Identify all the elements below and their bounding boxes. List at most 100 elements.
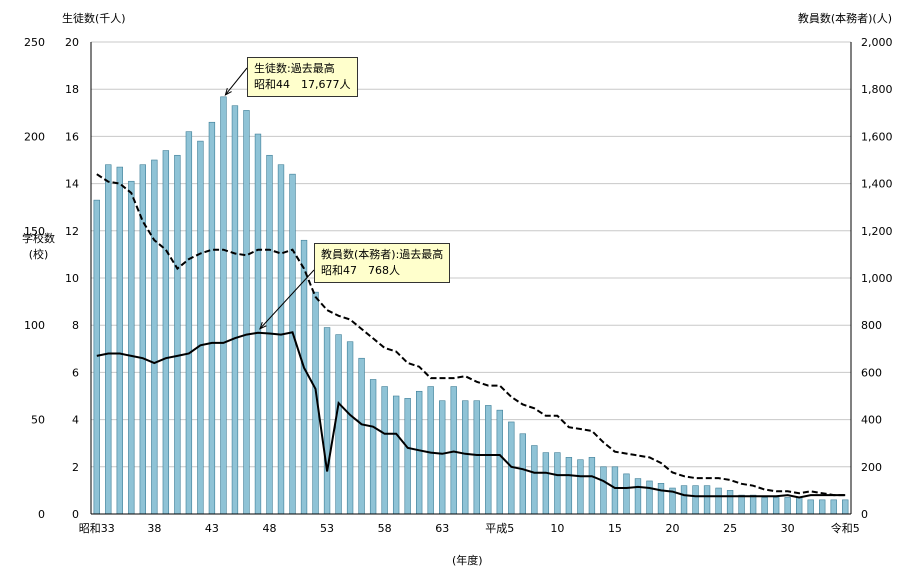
teachers-tick-label: 1,800 bbox=[861, 83, 893, 96]
bar-students bbox=[392, 395, 400, 515]
bar-students bbox=[346, 341, 354, 515]
bar-students bbox=[796, 497, 803, 515]
teacher-peak-callout: 教員数(本務者):過去最高 昭和47 768人 bbox=[314, 243, 451, 283]
bar-students bbox=[588, 457, 596, 515]
x-tick-label: 令和5 bbox=[831, 521, 860, 535]
schools-tick-label: 200 bbox=[24, 130, 45, 143]
bar-students bbox=[565, 457, 573, 515]
bar-students bbox=[323, 327, 331, 515]
teachers-tick-label: 600 bbox=[861, 366, 882, 379]
x-tick-label: 20 bbox=[666, 522, 680, 535]
bar-students bbox=[531, 445, 538, 515]
teachers-tick-label: 800 bbox=[861, 319, 882, 332]
bar-students bbox=[243, 110, 250, 515]
axes bbox=[90, 42, 852, 515]
bar-students bbox=[784, 497, 791, 515]
bar-students bbox=[151, 159, 158, 515]
teacher-peak-callout-line2: 昭和47 768人 bbox=[321, 264, 400, 277]
series-lines bbox=[96, 173, 846, 499]
x-tick-label: 48 bbox=[262, 522, 276, 535]
teacher-peak-arrow bbox=[259, 269, 315, 330]
teachers-tick-label: 1,200 bbox=[861, 225, 893, 238]
students-tick-label: 2 bbox=[72, 461, 79, 474]
teachers-tick-label: 1,000 bbox=[861, 272, 893, 285]
students-tick-label: 8 bbox=[72, 319, 79, 332]
bar-students bbox=[761, 497, 768, 515]
x-tick-label: 15 bbox=[608, 522, 622, 535]
bar-students bbox=[105, 164, 112, 515]
bar-students bbox=[162, 150, 170, 515]
x-axis-title: (年度) bbox=[452, 554, 483, 567]
bar-students bbox=[485, 405, 492, 515]
school-axis-title: 学校数 (校) bbox=[22, 231, 55, 263]
bar-students bbox=[680, 485, 688, 515]
bar-students bbox=[208, 121, 216, 515]
bar-students bbox=[623, 473, 630, 515]
bar-students bbox=[277, 164, 285, 515]
x-tick-label: 30 bbox=[781, 522, 795, 535]
left-axis-title: 生徒数(千人) bbox=[62, 12, 126, 25]
student-peak-arrow bbox=[224, 67, 248, 96]
bar-students bbox=[128, 180, 135, 515]
x-tick-label: 平成5 bbox=[485, 522, 514, 535]
teachers-tick-label: 200 bbox=[861, 461, 882, 474]
teachers-tick-label: 1,400 bbox=[861, 178, 893, 191]
schools-tick-label: 150 bbox=[24, 225, 45, 238]
bar-students bbox=[554, 452, 561, 515]
student-peak-callout-line2: 昭和44 17,677人 bbox=[254, 78, 351, 91]
x-tick-label: 53 bbox=[320, 522, 334, 535]
right-axis-title: 教員数(本務者)(人) bbox=[797, 12, 892, 25]
bar-students bbox=[726, 490, 734, 515]
x-tick-label: 10 bbox=[550, 522, 564, 535]
line-teachers bbox=[96, 331, 846, 499]
bar-students bbox=[692, 485, 699, 515]
students-tick-label: 12 bbox=[65, 225, 79, 238]
bar-students bbox=[220, 96, 227, 515]
bar-students bbox=[254, 133, 262, 515]
students-tick-label: 14 bbox=[65, 178, 79, 191]
bar-students bbox=[600, 466, 607, 515]
students-tick-label: 6 bbox=[72, 366, 79, 379]
students-tick-label: 4 bbox=[72, 414, 79, 427]
students-tick-label: 10 bbox=[65, 272, 79, 285]
bar-students bbox=[174, 154, 181, 515]
bar-students bbox=[381, 386, 388, 515]
student-peak-arrow-shaft bbox=[225, 67, 248, 96]
x-tick-label: 25 bbox=[723, 522, 737, 535]
bar-students bbox=[842, 499, 849, 515]
bar-students bbox=[231, 105, 239, 515]
schools-tick-label: 100 bbox=[24, 319, 45, 332]
bar-students bbox=[519, 433, 526, 515]
bar-students bbox=[542, 452, 550, 515]
bar-students bbox=[369, 379, 377, 515]
schools-tick-label: 0 bbox=[38, 508, 45, 521]
bar-students bbox=[450, 386, 457, 515]
schools-tick-label: 250 bbox=[24, 36, 45, 49]
schools-tick-label: 50 bbox=[31, 414, 45, 427]
bar-students bbox=[807, 499, 814, 515]
bar-students bbox=[611, 466, 619, 515]
student-bars bbox=[93, 96, 849, 515]
bar-students bbox=[715, 487, 722, 515]
bar-students bbox=[289, 173, 296, 515]
bar-students bbox=[358, 357, 365, 515]
line-schools bbox=[96, 173, 846, 497]
bar-students bbox=[335, 334, 342, 515]
bar-students bbox=[830, 499, 837, 515]
bar-students bbox=[439, 400, 446, 515]
x-tick-label: 昭和33 bbox=[79, 522, 115, 535]
x-tick-label: 58 bbox=[378, 522, 392, 535]
bar-students bbox=[93, 199, 100, 515]
teachers-tick-label: 0 bbox=[861, 508, 868, 521]
students-tick-label: 0 bbox=[72, 508, 79, 521]
bar-students bbox=[772, 497, 780, 515]
school-axis-title-line1: 学校数 bbox=[22, 232, 55, 245]
student-peak-callout: 生徒数:過去最高 昭和44 17,677人 bbox=[247, 57, 358, 97]
student-peak-callout-line1: 生徒数:過去最高 bbox=[254, 62, 335, 75]
bar-students bbox=[427, 386, 434, 515]
bar-students bbox=[416, 390, 423, 515]
bar-students bbox=[197, 140, 204, 515]
bar-students bbox=[577, 459, 584, 515]
teachers-tick-label: 1,600 bbox=[861, 130, 893, 143]
